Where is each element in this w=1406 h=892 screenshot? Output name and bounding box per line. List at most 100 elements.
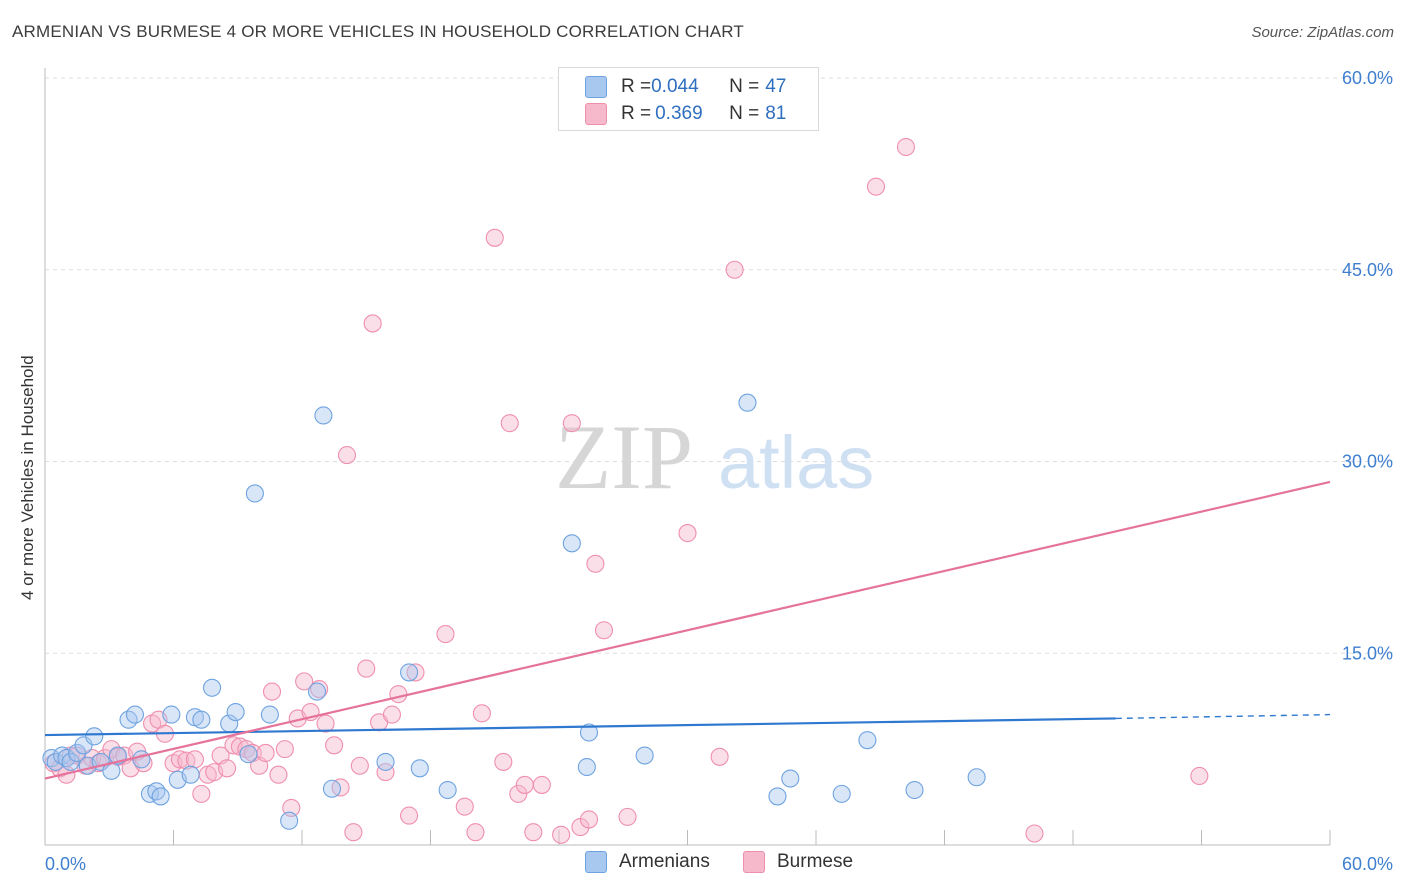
burmese-point [400,806,419,825]
armenian-point [260,705,279,724]
legend-swatch-pink [585,103,607,125]
y-tick-label: 15.0% [1342,643,1393,663]
legend-swatch-blue [585,76,607,98]
armenian-point [400,663,419,682]
armenian-point [132,750,151,769]
legend-label-burmese: Burmese [777,851,854,872]
burmese-point [500,414,519,433]
armenian-point [832,784,851,803]
burmese-point [389,685,408,704]
legend-row-armenians: R = 0.044 N = 47 [585,75,786,99]
burmese-point [310,679,329,699]
armenian-point [68,743,87,763]
armenian-point [410,759,429,778]
y-tick-label: 30.0% [1342,452,1393,472]
x-tick-label: 60.0% [1342,854,1393,874]
armenian-point [438,780,457,800]
watermark-atlas: atlas [718,421,874,504]
chart-title: ARMENIAN VS BURMESE 4 OR MORE VEHICLES I… [12,22,745,41]
tick-labels: 15.0% 30.0% 45.0% 60.0% 0.0% 60.0% [45,68,1393,874]
legend-swatch-pink [743,851,765,873]
burmese-point [466,823,485,842]
burmese-point [710,747,729,766]
armenian-point [85,727,104,746]
burmese-point [1025,824,1044,843]
burmese-point [532,775,551,794]
burmese-point [594,621,614,640]
legend-swatch-blue [585,851,607,873]
burmese-point [185,750,204,769]
legend-row-burmese: R = 0.369 N = 81 [585,102,786,126]
burmese-point [1190,766,1209,786]
legend-r-label: R = [621,103,652,124]
burmese-point [256,743,275,763]
y-axis-label: 4 or more Vehicles in Household [18,355,37,600]
burmese-point [515,775,534,794]
armenian-point [376,752,395,771]
armenian-point [738,393,757,412]
armenian-point [192,710,211,729]
armenian-point [322,779,342,798]
armenian-trend-extension [1115,713,1331,720]
trend-lines [44,480,1331,780]
armenian-point [203,678,222,697]
legend-n-value: 81 [765,103,787,124]
legend-item-armenians[interactable]: Armenians [585,851,710,873]
burmese-point [524,823,543,842]
armenian-point [858,731,877,750]
burmese-point [436,625,455,644]
armenian-point [562,534,581,553]
armenian-point [46,752,65,771]
armenian-points [42,393,986,830]
armenian-point [125,705,144,724]
burmese-point [509,784,528,803]
burmese-point [316,714,335,733]
armenian-point [781,769,800,788]
burmese-point [579,810,599,829]
burmese-point [357,659,376,678]
grid-lines [45,77,1395,654]
burmese-point [562,414,581,433]
axes [44,68,1331,846]
armenian-point [239,745,258,764]
burmese-point [485,228,504,247]
armenian-point [577,757,596,777]
burmese-point [472,704,491,723]
burmese-point [192,784,211,803]
armenian-point [181,765,200,784]
burmese-trend-line [44,480,1331,780]
burmese-point [494,752,513,771]
y-tick-label: 45.0% [1342,260,1393,280]
burmese-point [586,554,605,573]
burmese-point [678,524,697,543]
burmese-point [295,672,314,691]
series-legend: Armenians Burmese [0,851,1406,879]
x-tick-label: 0.0% [45,854,86,874]
armenian-point [226,703,245,722]
legend-n-label: N = [729,103,760,124]
legend-item-burmese[interactable]: Burmese [743,851,853,873]
armenian-point [307,682,327,701]
legend-n-value: 47 [765,76,787,97]
correlation-legend: R = 0.044 N = 47 R = 0.369 N = 81 [558,67,819,131]
burmese-point [896,137,916,157]
burmese-point [618,807,637,826]
burmese-point [275,740,294,759]
burmese-point [866,177,886,196]
burmese-point [382,705,402,724]
burmese-point [455,797,474,816]
burmese-point [170,750,189,769]
burmese-point [325,736,344,755]
armenian-trend-line [44,717,1116,737]
legend-n-label: N = [729,76,760,97]
burmese-point [344,823,363,842]
burmese-point [350,756,369,775]
burmese-point [337,446,357,465]
legend-r-value: 0.369 [655,103,703,124]
armenian-point [245,484,264,503]
burmese-point [363,314,382,333]
burmese-point [725,260,744,279]
armenian-point [905,780,924,800]
legend-label-armenians: Armenians [619,851,710,872]
